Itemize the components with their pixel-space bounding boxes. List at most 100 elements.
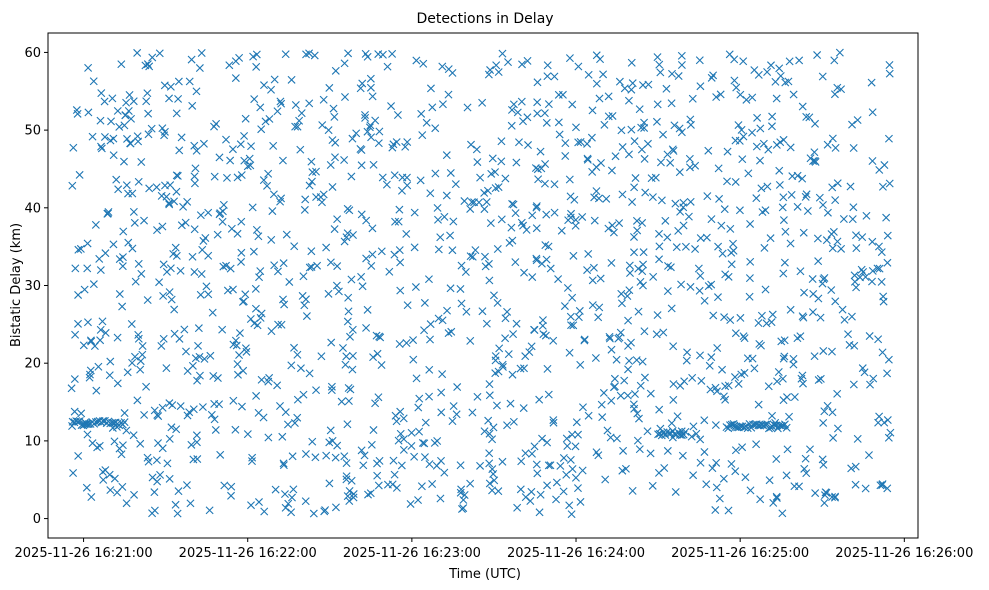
data-point-marker — [677, 51, 686, 60]
data-point-marker — [249, 247, 258, 256]
data-point-marker — [438, 316, 447, 325]
data-point-marker — [457, 261, 466, 270]
data-point-marker — [669, 380, 678, 389]
data-point-marker — [615, 219, 624, 228]
data-point-marker — [366, 74, 375, 83]
data-point-marker — [122, 98, 131, 107]
data-point-marker — [538, 434, 547, 443]
data-point-marker — [628, 79, 637, 88]
data-point-marker — [599, 70, 608, 79]
data-point-marker — [358, 282, 367, 291]
data-point-marker — [446, 231, 455, 240]
data-point-marker — [746, 219, 755, 228]
data-point-marker — [171, 243, 180, 252]
data-point-marker — [559, 453, 568, 462]
data-point-marker — [120, 121, 129, 130]
data-point-marker — [158, 124, 167, 133]
data-point-marker — [426, 84, 435, 93]
data-point-marker — [752, 440, 761, 449]
data-point-marker — [779, 216, 788, 225]
data-point-marker — [884, 355, 893, 364]
data-point-marker — [148, 53, 157, 62]
data-point-marker — [317, 352, 326, 361]
data-point-marker — [708, 464, 717, 473]
data-point-marker — [594, 451, 603, 460]
data-point-marker — [141, 61, 150, 70]
data-point-marker — [426, 335, 435, 344]
x-tick-label: 2025-11-26 16:25:00 — [671, 546, 809, 561]
data-point-marker — [503, 307, 512, 316]
data-point-marker — [301, 295, 310, 304]
data-point-marker — [331, 153, 339, 162]
data-point-marker — [756, 495, 765, 504]
data-point-marker — [348, 134, 357, 143]
data-point-marker — [219, 262, 228, 271]
data-point-marker — [731, 329, 740, 338]
data-point-marker — [877, 277, 886, 286]
data-point-marker — [779, 193, 788, 202]
data-point-marker — [128, 244, 137, 253]
data-point-marker — [618, 190, 627, 199]
data-point-marker — [194, 324, 203, 333]
data-point-marker — [868, 277, 876, 286]
data-point-marker — [590, 216, 599, 225]
data-point-marker — [346, 332, 354, 341]
data-point-marker — [233, 370, 242, 379]
data-point-marker — [679, 198, 688, 207]
data-point-marker — [362, 216, 371, 225]
data-point-marker — [546, 461, 555, 470]
data-point-marker — [702, 233, 711, 242]
data-point-marker — [233, 229, 242, 238]
data-point-marker — [302, 312, 311, 321]
data-point-marker — [247, 457, 256, 466]
data-point-marker — [594, 194, 603, 203]
data-point-marker — [772, 455, 781, 463]
data-point-marker — [621, 464, 630, 473]
data-point-marker — [774, 368, 783, 376]
data-point-marker — [344, 307, 353, 316]
data-point-marker — [194, 341, 203, 350]
data-point-marker — [766, 423, 775, 432]
data-point-marker — [125, 90, 134, 99]
data-point-marker — [293, 122, 302, 131]
data-point-marker — [603, 426, 612, 435]
data-point-marker — [189, 405, 198, 414]
data-point-marker — [652, 117, 661, 126]
data-point-marker — [767, 318, 776, 327]
data-point-marker — [802, 112, 811, 121]
data-point-marker — [828, 408, 837, 417]
data-point-marker — [857, 265, 866, 274]
data-point-marker — [696, 435, 705, 444]
data-point-marker — [158, 222, 167, 231]
data-point-marker — [97, 89, 106, 98]
data-point-marker — [830, 90, 839, 99]
data-point-marker — [819, 418, 828, 427]
data-point-marker — [374, 481, 383, 490]
data-point-marker — [418, 131, 427, 140]
data-point-marker — [357, 161, 366, 170]
data-point-marker — [541, 241, 550, 250]
data-point-marker — [219, 200, 228, 209]
data-point-marker — [840, 315, 849, 324]
data-point-marker — [480, 188, 489, 197]
data-point-marker — [726, 224, 735, 233]
data-point-marker — [69, 143, 78, 152]
data-point-marker — [837, 244, 846, 253]
data-point-marker — [101, 249, 110, 258]
data-point-marker — [199, 236, 208, 245]
data-point-marker — [779, 135, 788, 144]
data-point-marker — [798, 312, 807, 321]
data-point-marker — [425, 365, 434, 374]
data-point-marker — [772, 492, 781, 501]
data-point-marker — [823, 401, 832, 410]
data-point-marker — [278, 432, 287, 441]
data-point-marker — [634, 414, 643, 423]
data-point-marker — [395, 246, 404, 255]
data-point-marker — [324, 289, 333, 298]
data-point-marker — [793, 171, 802, 180]
data-point-marker — [485, 449, 494, 458]
data-point-marker — [388, 49, 397, 58]
data-point-marker — [630, 404, 639, 413]
data-point-marker — [300, 301, 309, 310]
data-point-marker — [667, 99, 676, 108]
